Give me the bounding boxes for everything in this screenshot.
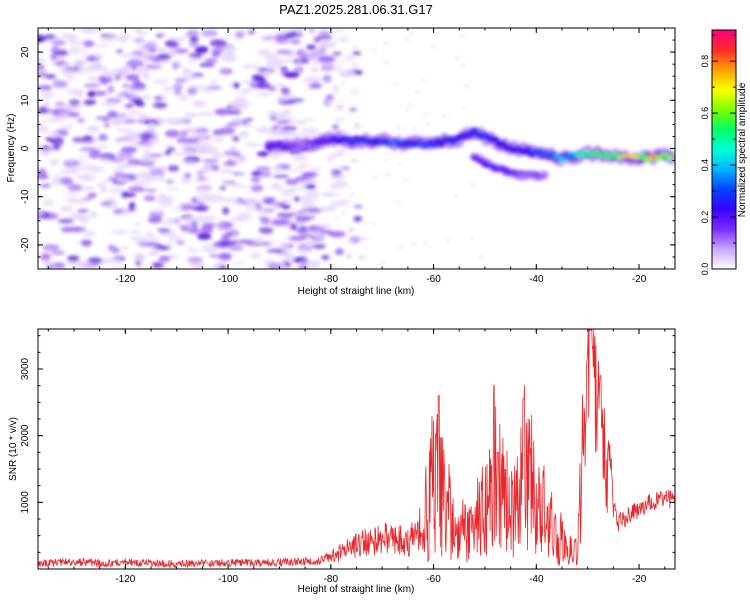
spectrogram-x-axis-label: Height of straight line (km): [298, 286, 415, 297]
colorbar-tick-label: 0.2: [700, 211, 710, 224]
snr-x-ticks: -120 -100 -80 -60 -40 -20: [47, 329, 666, 585]
spectrogram-noise-field: [38, 28, 485, 269]
snr-y-axis-label: SNR (10 * v/v): [8, 417, 19, 481]
snr-x-tick-label: -60: [426, 574, 441, 585]
snr-x-tick-label: -20: [632, 574, 647, 585]
spectrogram-signal-ridge: [264, 127, 675, 182]
snr-x-tick-label: -120: [115, 574, 135, 585]
snr-x-tick-label: -100: [218, 574, 238, 585]
spectrogram-y-tick-label: 0: [20, 145, 31, 151]
colorbar-tick-label: 0.8: [700, 55, 710, 68]
spectrogram-y-tick-label: 10: [20, 94, 31, 106]
snr-x-tick-label: -40: [529, 574, 544, 585]
snr-y-tick-label: 2000: [20, 424, 31, 447]
spectrogram-x-tick-label: -40: [529, 274, 544, 285]
page-title: PAZ1.2025.281.06.31.G17: [279, 2, 433, 17]
snr-y-ticks: 1000 2000 3000: [20, 335, 675, 570]
spectrogram-x-tick-label: -20: [632, 274, 647, 285]
colorbar-ticks: 0.0 0.2 0.4 0.6 0.8: [700, 34, 736, 276]
colorbar-tick-label: 0.0: [700, 263, 710, 276]
colorbar-tick-label: 0.4: [700, 159, 710, 172]
colorbar-tick-label: 0.6: [700, 107, 710, 120]
spectrogram-x-tick-label: -100: [218, 274, 238, 285]
snr-x-tick-label: -80: [324, 574, 339, 585]
spectrogram-y-axis-label: Frequency (Hz): [6, 114, 17, 183]
spectrogram-x-ticks: -120 -100 -80 -60 -40 -20: [47, 28, 666, 285]
snr-y-tick-label: 1000: [20, 491, 31, 514]
snr-panel: -120 -100 -80 -60 -40 -20 1000 2000 3000 Height…: [8, 328, 676, 595]
snr-series-line: [38, 329, 675, 569]
colorbar: 0.0 0.2 0.4 0.6 0.8 Normalized spectral ampl…: [700, 29, 748, 276]
spectrogram-y-tick-label: -10: [20, 189, 31, 204]
spectrogram-y-ticks: -20 -10 0 10 20: [20, 27, 675, 270]
spectrogram-x-tick-label: -120: [115, 274, 135, 285]
snr-x-axis-label: Height of straight line (km): [298, 584, 415, 595]
colorbar-frame: [711, 29, 737, 270]
snr-background: [38, 329, 675, 569]
spectrogram-x-tick-label: -60: [426, 274, 441, 285]
spectrogram-y-tick-label: -20: [20, 237, 31, 252]
colorbar-gradient: [712, 30, 736, 269]
colorbar-label: Normalized spectral amplitude: [737, 82, 748, 217]
snr-y-tick-label: 3000: [20, 357, 31, 380]
spectrogram-x-tick-label: -80: [324, 274, 339, 285]
spectrogram-y-tick-label: 20: [20, 46, 31, 58]
